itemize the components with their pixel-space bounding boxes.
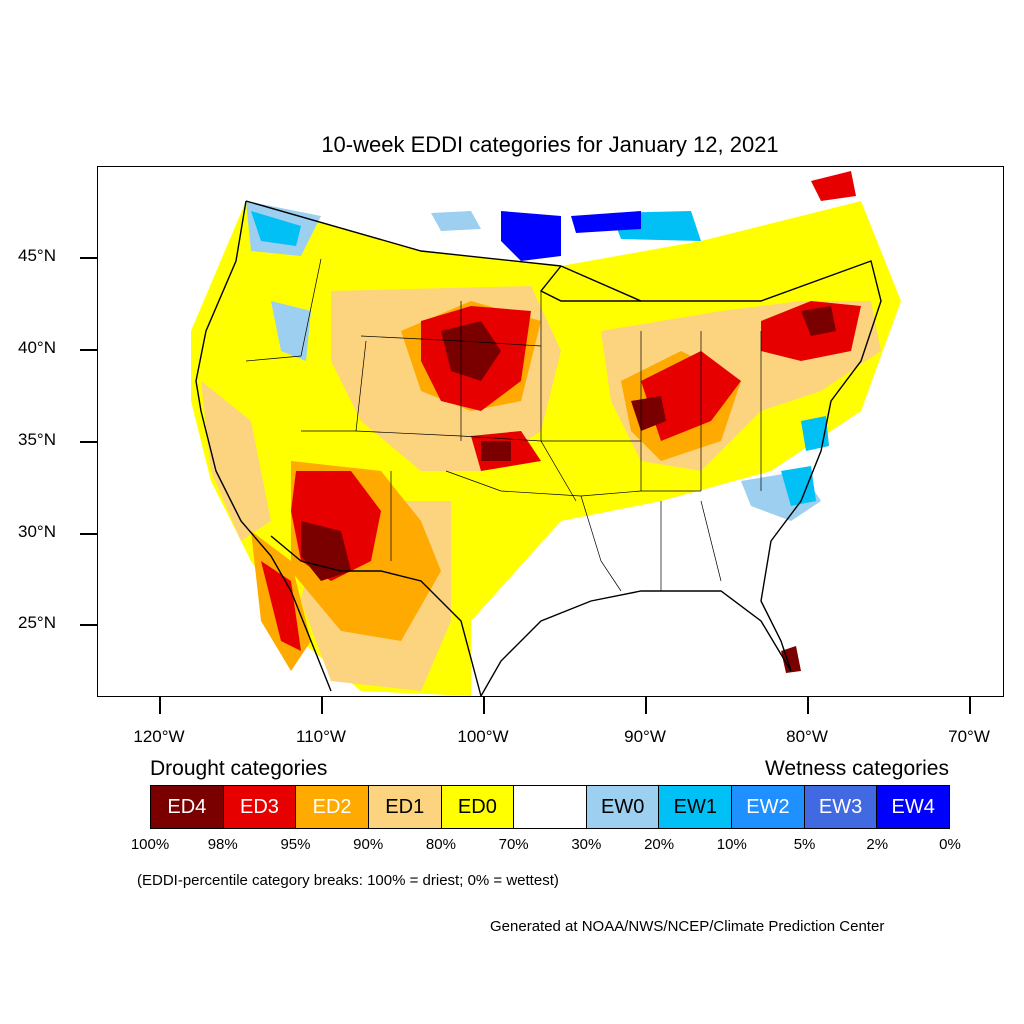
longitude-tick [321, 697, 323, 714]
longitude-tick [645, 697, 647, 714]
percentile-label: 90% [353, 836, 384, 853]
longitude-tick [969, 697, 971, 714]
drought-categories-heading: Drought categories [150, 757, 328, 780]
percentile-label: 98% [207, 836, 238, 853]
category-breaks-note: (EDDI-percentile category breaks: 100% =… [137, 872, 559, 889]
legend-swatch-ew0: EW0 [586, 786, 660, 828]
latitude-tick [80, 349, 97, 351]
map-frame [97, 166, 1004, 697]
longitude-tick [807, 697, 809, 714]
legend-swatch-ed0: ED0 [441, 786, 515, 828]
longitude-tick [483, 697, 485, 714]
region-ew4 [501, 211, 641, 261]
legend-swatch-ew3: EW3 [804, 786, 878, 828]
percentile-label: 80% [425, 836, 456, 853]
percentile-label: 30% [571, 836, 602, 853]
longitude-label: 70°W [948, 727, 990, 746]
latitude-tick [80, 257, 97, 259]
legend-swatch-neutral [514, 786, 587, 828]
state-lines [245, 258, 762, 592]
percentile-label: 5% [793, 836, 816, 853]
latitude-tick [80, 441, 97, 443]
percentile-label: 95% [280, 836, 311, 853]
latitude-label: 35°N [18, 430, 56, 449]
latitude-tick [80, 624, 97, 626]
legend-swatch-ed3: ED3 [223, 786, 297, 828]
legend-swatch-ew2: EW2 [732, 786, 805, 828]
legend-swatch-ed4: ED4 [151, 786, 224, 828]
longitude-label: 100°W [457, 727, 509, 746]
longitude-label: 120°W [133, 727, 185, 746]
percentile-label: 0% [939, 836, 961, 853]
boundaries [195, 200, 882, 696]
latitude-label: 40°N [18, 338, 56, 357]
legend-swatch-ed1: ED1 [368, 786, 442, 828]
legend-swatch-ed2: ED2 [296, 786, 369, 828]
latitude-label: 30°N [18, 522, 56, 541]
percentile-label: 20% [644, 836, 675, 853]
region-ed4 [301, 306, 836, 673]
longitude-label: 90°W [624, 727, 666, 746]
map-title: 10-week EDDI categories for January 12, … [321, 132, 779, 157]
percentile-label: 100% [130, 836, 170, 853]
eddi-map [191, 171, 901, 696]
percentile-label: 10% [716, 836, 747, 853]
legend-swatch-ew4: EW4 [877, 786, 950, 828]
credit-line: Generated at NOAA/NWS/NCEP/Climate Predi… [490, 918, 885, 935]
longitude-tick [159, 697, 161, 714]
legend-swatch-ew1: EW1 [659, 786, 733, 828]
latitude-label: 45°N [18, 246, 56, 265]
category-legend: ED4 ED3 ED2 ED1 ED0 EW0 EW1 EW2 EW3 EW4 [150, 785, 950, 829]
latitude-tick [80, 533, 97, 535]
wetness-categories-heading: Wetness categories [764, 757, 949, 780]
percentile-label: 70% [498, 836, 529, 853]
longitude-label: 110°W [296, 727, 346, 746]
latitude-label: 25°N [18, 613, 56, 632]
percentile-label: 2% [866, 836, 889, 853]
longitude-label: 80°W [786, 727, 828, 746]
region-ew1 [251, 211, 829, 506]
